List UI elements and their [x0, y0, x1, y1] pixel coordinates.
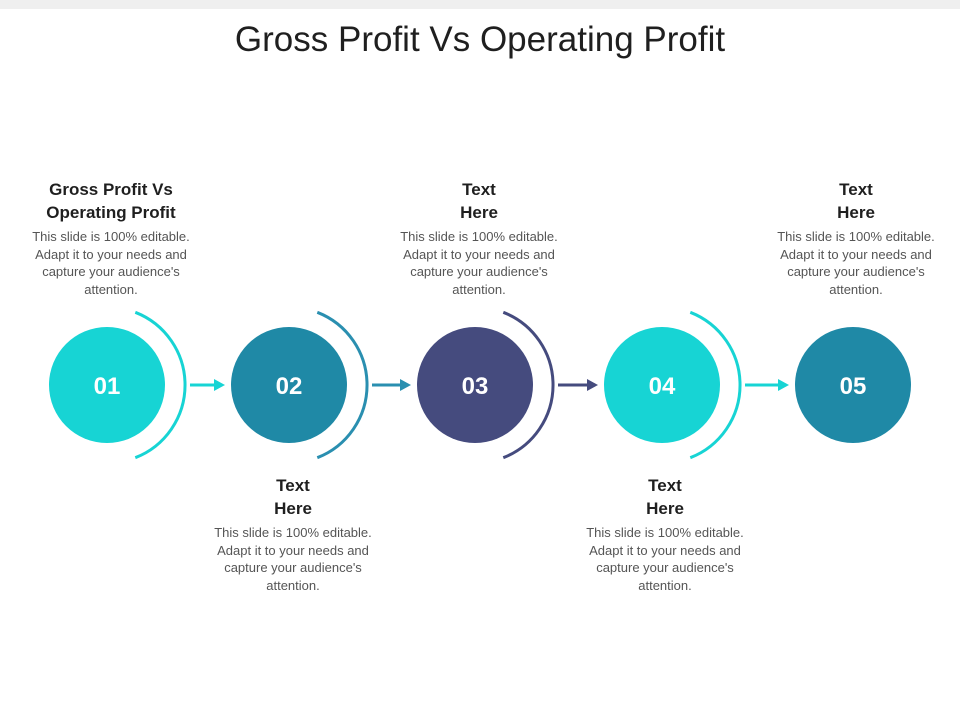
step-number: 05: [840, 373, 867, 400]
step-circle: [49, 327, 165, 443]
step-circle: [795, 327, 911, 443]
heading-line-1: Text: [648, 476, 682, 495]
arc-decoration: [502, 310, 555, 460]
heading-line-1: Gross Profit Vs: [49, 180, 173, 199]
arrow-head-icon: [778, 379, 789, 391]
text-block-heading: Text Here: [213, 474, 373, 520]
arc-decoration: [689, 310, 742, 460]
step-number: 03: [462, 373, 489, 400]
text-block-body: This slide is 100% editable. Adapt it to…: [586, 525, 744, 593]
step-number: 04: [649, 373, 676, 400]
arrow-head-icon: [587, 379, 598, 391]
step-number: 02: [276, 373, 303, 400]
text-block-body: This slide is 100% editable. Adapt it to…: [777, 229, 935, 297]
heading-line-1: Text: [276, 476, 310, 495]
arrow-head-icon: [214, 379, 225, 391]
text-block-4: Text Here This slide is 100% editable. A…: [575, 474, 755, 594]
top-strip: [0, 0, 960, 9]
heading-line-2: Here: [646, 499, 684, 518]
heading-line-1: Text: [839, 180, 873, 199]
heading-line-2: Operating Profit: [46, 203, 176, 222]
text-block-5: Text Here This slide is 100% editable. A…: [766, 178, 946, 298]
step-circle: [417, 327, 533, 443]
text-block-heading: Text Here: [585, 474, 745, 520]
step-circle: [604, 327, 720, 443]
slide-title: Gross Profit Vs Operating Profit: [234, 20, 726, 59]
step-number: 01: [94, 373, 121, 400]
text-block-heading: Text Here: [399, 178, 559, 224]
text-block-1: Gross Profit Vs Operating Profit This sl…: [21, 178, 201, 298]
heading-line-1: Text: [462, 180, 496, 199]
text-block-body: This slide is 100% editable. Adapt it to…: [32, 229, 190, 297]
arrow-head-icon: [400, 379, 411, 391]
text-block-body: This slide is 100% editable. Adapt it to…: [214, 525, 372, 593]
arc-decoration: [134, 310, 187, 460]
heading-line-2: Here: [460, 203, 498, 222]
text-block-body: This slide is 100% editable. Adapt it to…: [400, 229, 558, 297]
heading-line-2: Here: [274, 499, 312, 518]
text-block-2: Text Here This slide is 100% editable. A…: [203, 474, 383, 594]
text-block-3: Text Here This slide is 100% editable. A…: [389, 178, 569, 298]
text-block-heading: Text Here: [776, 178, 936, 224]
step-circle: [231, 327, 347, 443]
text-block-heading: Gross Profit Vs Operating Profit: [31, 178, 191, 224]
arc-decoration: [316, 310, 369, 460]
heading-line-2: Here: [837, 203, 875, 222]
